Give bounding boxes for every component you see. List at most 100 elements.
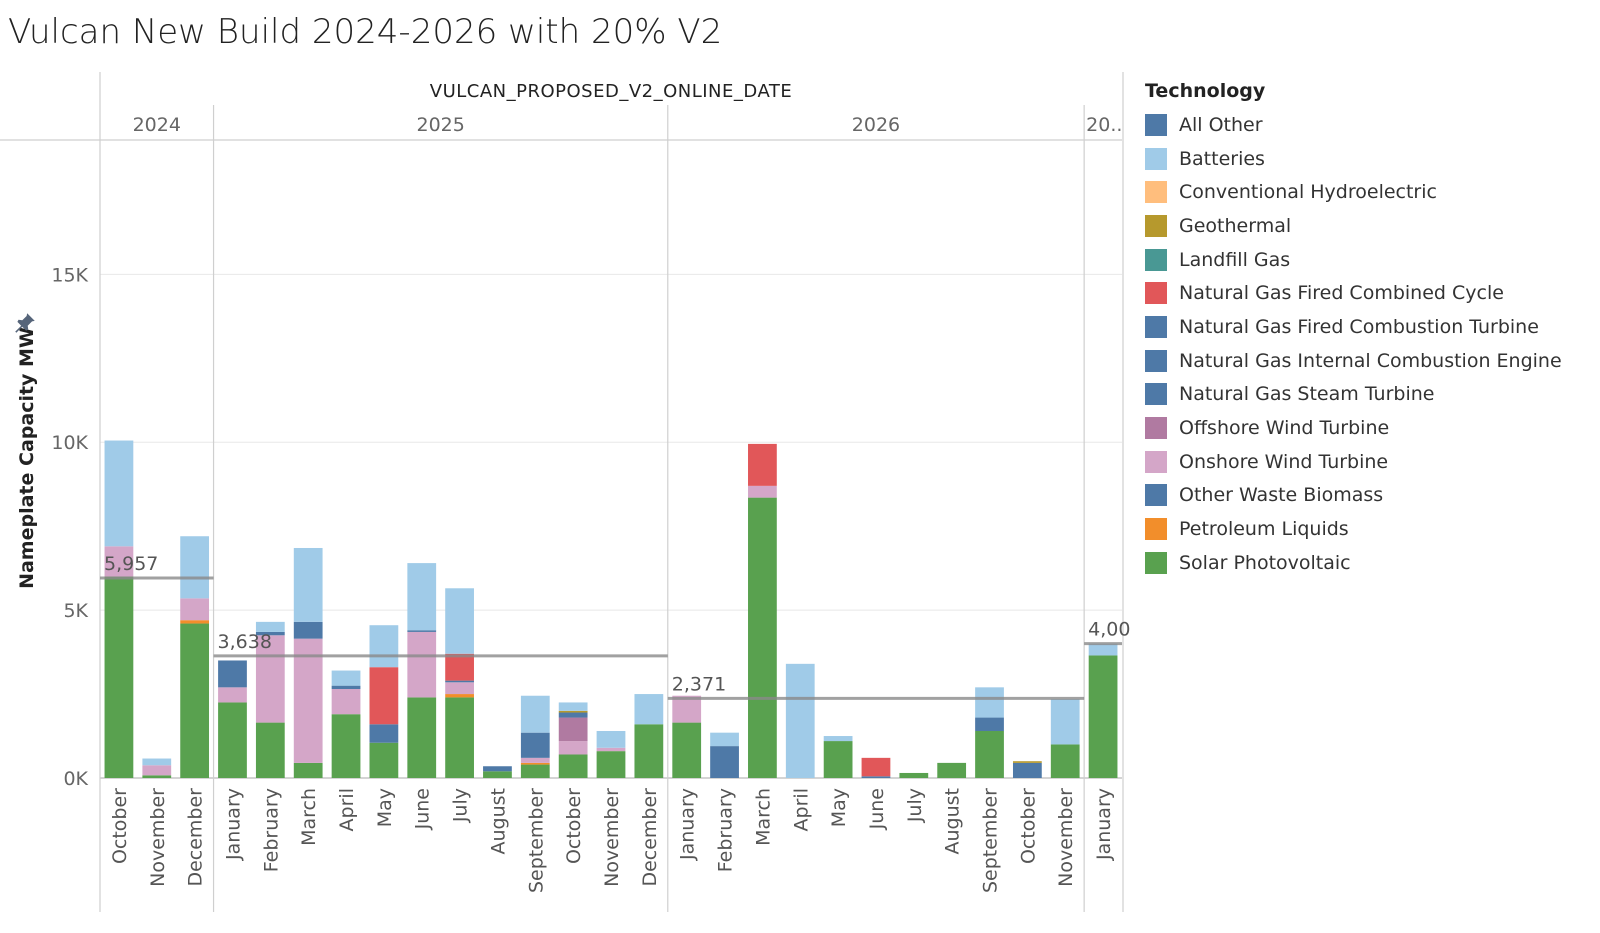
year-label: 20.. (1086, 114, 1122, 136)
bar-segment (369, 724, 399, 743)
bar-segment (104, 576, 134, 778)
legend-item[interactable]: Natural Gas Fired Combined Cycle (1145, 276, 1595, 310)
legend-swatch (1145, 518, 1167, 541)
year-label: 2025 (416, 114, 464, 136)
y-tick-label: 5K (63, 600, 88, 622)
x-tick-label: November (147, 788, 169, 887)
y-axis-title: Nameplate Capacity MW (16, 327, 38, 589)
bar-segment (710, 732, 739, 747)
legend-item[interactable]: Natural Gas Fired Combustion Turbine (1145, 310, 1595, 344)
bar-segment (823, 736, 853, 742)
x-tick-label: July (904, 788, 926, 823)
bar-segment (255, 621, 285, 632)
legend-item[interactable]: Natural Gas Internal Combustion Engine (1145, 344, 1595, 378)
legend-label: Landfill Gas (1179, 248, 1291, 271)
legend-swatch (1145, 315, 1167, 338)
bar-segment (861, 776, 891, 778)
bar-segment (445, 680, 474, 683)
legend-item[interactable]: All Other (1145, 108, 1595, 142)
legend-label: Conventional Hydroelectric (1179, 181, 1437, 204)
y-tick-label: 10K (51, 432, 88, 454)
year-label: 2026 (852, 114, 900, 136)
legend-label: Natural Gas Steam Turbine (1179, 383, 1435, 406)
x-tick-label: September (525, 788, 547, 893)
legend-label: All Other (1179, 113, 1263, 136)
bar-segment (558, 717, 588, 742)
x-tick-label: October (109, 788, 131, 864)
legend-item[interactable]: Other Waste Biomass (1145, 479, 1595, 513)
x-tick-label: October (563, 788, 585, 864)
bar-segment (861, 757, 891, 777)
legend-label: Other Waste Biomass (1179, 484, 1384, 507)
legend-item[interactable]: Geothermal (1145, 209, 1595, 243)
bar-segment (596, 751, 626, 778)
legend-item[interactable]: Petroleum Liquids (1145, 512, 1595, 546)
bar-segment (975, 687, 1004, 718)
legend-label: Natural Gas Fired Combined Cycle (1179, 282, 1504, 305)
bar-segment (104, 546, 134, 577)
x-tick-label: March (752, 788, 774, 846)
average-label: 4,00 (1088, 619, 1130, 641)
legend-item[interactable]: Onshore Wind Turbine (1145, 445, 1595, 479)
bar-segment (369, 625, 399, 668)
legend-swatch (1145, 484, 1167, 507)
legend-label: Geothermal (1179, 214, 1292, 237)
bar-segment (672, 722, 702, 778)
bar-segment (1050, 699, 1080, 745)
bar-segment (218, 687, 247, 703)
x-tick-label: September (980, 788, 1002, 893)
bar-segment (445, 697, 474, 778)
bar-segment (293, 621, 323, 639)
bar-segment (1012, 761, 1042, 763)
y-tick-label: 0K (63, 768, 88, 790)
bar-segment (218, 702, 247, 778)
legend-item[interactable]: Conventional Hydroelectric (1145, 175, 1595, 209)
pin-icon[interactable] (12, 310, 38, 336)
legend-swatch (1145, 113, 1167, 136)
bar-segment (369, 667, 399, 725)
x-tick-label: July (450, 788, 472, 823)
legend-label: Batteries (1179, 147, 1265, 170)
bar-segment (445, 653, 474, 681)
average-label: 5,957 (104, 553, 158, 575)
column-header: VULCAN_PROPOSED_V2_ONLINE_DATE (430, 81, 792, 102)
bar-segment (483, 766, 512, 772)
bar-segment (748, 485, 777, 498)
legend-title: Technology (1145, 80, 1266, 102)
bar-segment (975, 730, 1004, 778)
bar-segment (937, 762, 967, 778)
bar-segment (331, 685, 361, 690)
x-tick-label: November (1055, 788, 1077, 887)
x-tick-label: February (715, 788, 737, 872)
bar-segment (369, 742, 399, 778)
year-label: 2024 (133, 114, 181, 136)
legend-item[interactable]: Solar Photovoltaic (1145, 546, 1595, 580)
bar-segment (331, 714, 361, 778)
bar-segment (142, 758, 172, 766)
bar-segment (483, 771, 512, 778)
stacked-bar-chart: 0K 5K 10K 15K VULCAN_PROPOSED_V2_ONLINE_DATE… (0, 72, 1130, 912)
bar-segment (634, 724, 664, 778)
bar-segment (180, 598, 210, 621)
bar-segment (634, 694, 664, 725)
legend-swatch (1145, 383, 1167, 406)
bar-segment (558, 741, 588, 755)
legend-item[interactable]: Landfill Gas (1145, 243, 1595, 277)
legend-item[interactable]: Batteries (1145, 142, 1595, 176)
legend-item[interactable]: Natural Gas Steam Turbine (1145, 378, 1595, 412)
legend-item[interactable]: Offshore Wind Turbine (1145, 411, 1595, 445)
bar-segment (407, 631, 437, 698)
legend-swatch (1145, 450, 1167, 473)
bar-segment (520, 764, 550, 778)
bar-segment (748, 497, 777, 778)
bar-segment (520, 695, 550, 733)
bar-segment (823, 741, 853, 778)
bar-segment (142, 775, 172, 778)
x-tick-label: October (1017, 788, 1039, 864)
x-tick-label: June (866, 788, 888, 830)
bar-segment (710, 746, 739, 778)
average-label: 3,638 (218, 631, 272, 653)
legend: Technology All Other Batteries Conventiona… (1145, 78, 1595, 580)
x-tick-label: January (1093, 788, 1115, 861)
x-tick-label: May (828, 788, 850, 827)
